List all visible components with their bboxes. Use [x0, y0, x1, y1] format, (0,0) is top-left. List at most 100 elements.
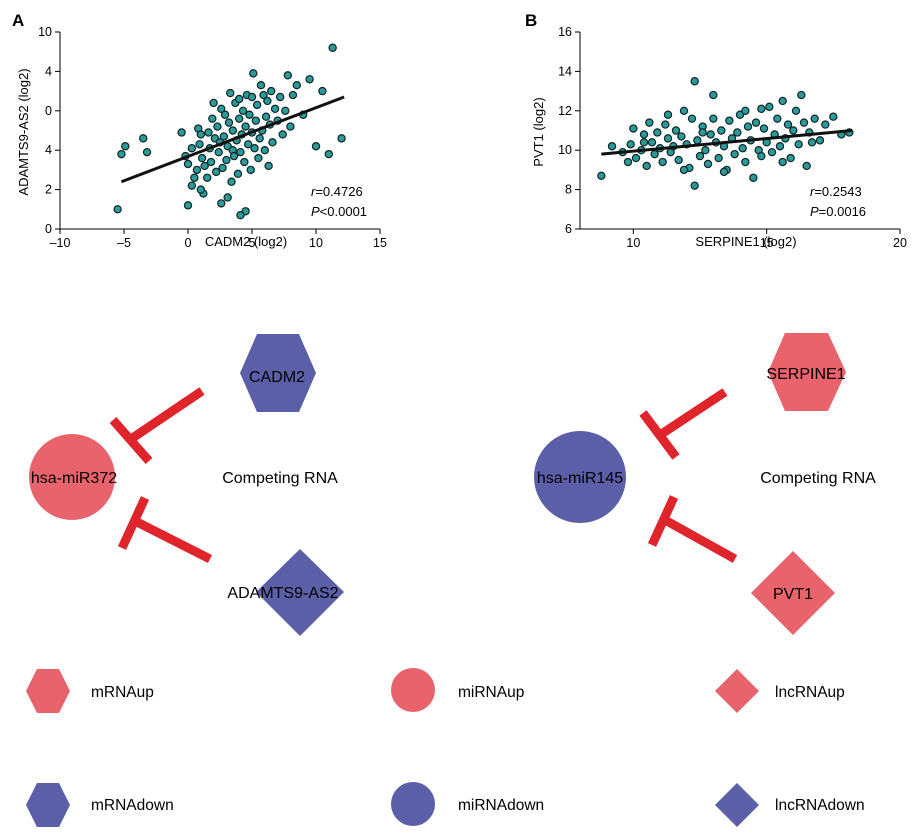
competing-rna-label: Competing RNA [222, 470, 338, 487]
data-point-b [743, 122, 753, 131]
data-point-b [690, 77, 699, 86]
data-point-a [324, 149, 333, 159]
data-point-a [227, 177, 236, 186]
data-point-a [229, 151, 239, 161]
data-point-a [275, 92, 285, 102]
data-point-a [218, 163, 227, 173]
data-point-b [765, 102, 774, 112]
center-node-mirna-down [534, 431, 626, 523]
data-point-b [693, 136, 702, 145]
x-tick-label-b: 10 [626, 236, 640, 250]
data-point-a [247, 92, 257, 102]
data-point-b [741, 157, 750, 167]
data-point-a [226, 88, 235, 98]
data-point-a [256, 80, 266, 90]
r-stat-b: r=0.2543 [810, 184, 862, 199]
data-point-a [292, 80, 301, 90]
x-tick-label-b: 15 [760, 236, 774, 250]
data-point-a [217, 199, 226, 208]
data-point-b [701, 145, 710, 155]
inhibition-bar [109, 417, 153, 464]
data-point-a [190, 173, 199, 182]
y-axis-label-b: PVT1 (log2) [531, 97, 546, 166]
data-point-a [228, 126, 237, 135]
top-node-mrna-up-hexagon [768, 333, 846, 411]
data-point-b [778, 157, 787, 167]
data-point-a [252, 100, 262, 110]
r-symbol-b: r [810, 184, 815, 199]
y-tick-label-b: 6 [565, 222, 572, 236]
legend-label-mirna-down: miRNAdown [458, 797, 544, 814]
data-point-a [234, 114, 244, 123]
data-point-b [786, 153, 795, 163]
data-point-a [311, 142, 321, 151]
data-point-a [249, 69, 258, 78]
data-point-b [679, 165, 689, 175]
data-point-a [183, 201, 193, 210]
data-point-b [821, 120, 830, 129]
inhibition-top-right [639, 388, 728, 460]
data-point-b [791, 106, 801, 116]
y-tick-label-a: 10 [38, 25, 52, 39]
data-point-a [250, 144, 259, 153]
data-point-b [639, 130, 649, 139]
data-point-b [757, 151, 766, 161]
p-value-b: =0.0016 [819, 204, 866, 219]
data-point-b [703, 159, 713, 169]
inhibition-line [128, 387, 205, 443]
inhibition-bottom-left [117, 496, 213, 564]
legend-label-lncrna-up: lncRNAup [775, 684, 845, 701]
data-point-b [775, 142, 785, 151]
data-point-a [261, 112, 271, 121]
data-point-a [214, 147, 223, 157]
inhibition-line [132, 516, 213, 564]
panel-label-b: B [525, 11, 537, 30]
ticks-a: –10 –5 0 5 10 15 0 2 4 0 4 10 [38, 25, 387, 250]
inhibition-top-left [109, 387, 205, 464]
bottom-label: PVT1 [773, 586, 813, 603]
y-tick-label-b: 12 [558, 104, 572, 118]
data-point-b [645, 118, 654, 127]
inhibition-line [662, 516, 738, 563]
data-point-a [236, 211, 245, 220]
p-value-a: <0.0001 [320, 204, 367, 219]
scatter-panel-b: B PVT1 (log2) SERPINE1 (log2) 10 15 206810… [525, 11, 907, 250]
data-point-b [607, 142, 617, 151]
data-point-a [254, 153, 263, 163]
data-point-a [121, 142, 130, 151]
data-point-b [730, 149, 739, 159]
regression-line-a [120, 95, 345, 184]
y-tick-label-a: 0 [45, 222, 52, 236]
data-point-b [650, 149, 659, 159]
data-point-a [213, 122, 222, 131]
data-point-a [177, 128, 186, 137]
data-point-a [187, 144, 197, 153]
data-point-a [183, 159, 193, 169]
data-point-a [197, 153, 207, 163]
legend-mirna-up-circle [391, 668, 435, 712]
y-tick-label-a: 0 [45, 104, 52, 118]
data-point-b [714, 153, 723, 163]
data-point-a [220, 110, 230, 119]
data-point-b [674, 155, 683, 165]
top-node-mrna-down-hexagon [240, 334, 316, 412]
inhibition-bottom-right [647, 495, 738, 563]
data-point-b [738, 144, 747, 153]
data-point-a [255, 134, 264, 143]
data-point-b [725, 116, 734, 125]
data-point-b [773, 114, 782, 123]
data-point-a [260, 145, 269, 155]
data-point-a [204, 128, 213, 137]
r-symbol-a: r [311, 184, 316, 199]
data-point-a [278, 130, 287, 139]
data-point-b [767, 147, 777, 157]
legend-label-mrna-down: mRNAdown [91, 797, 174, 814]
data-point-b [810, 114, 819, 123]
x-tick-label-a: 15 [373, 236, 387, 250]
data-point-b [797, 90, 806, 100]
x-tick-label-a: 5 [249, 236, 256, 250]
data-point-b [733, 128, 742, 137]
data-point-b [719, 167, 729, 177]
data-point-b [677, 132, 686, 141]
inhibition-bar [639, 410, 680, 460]
